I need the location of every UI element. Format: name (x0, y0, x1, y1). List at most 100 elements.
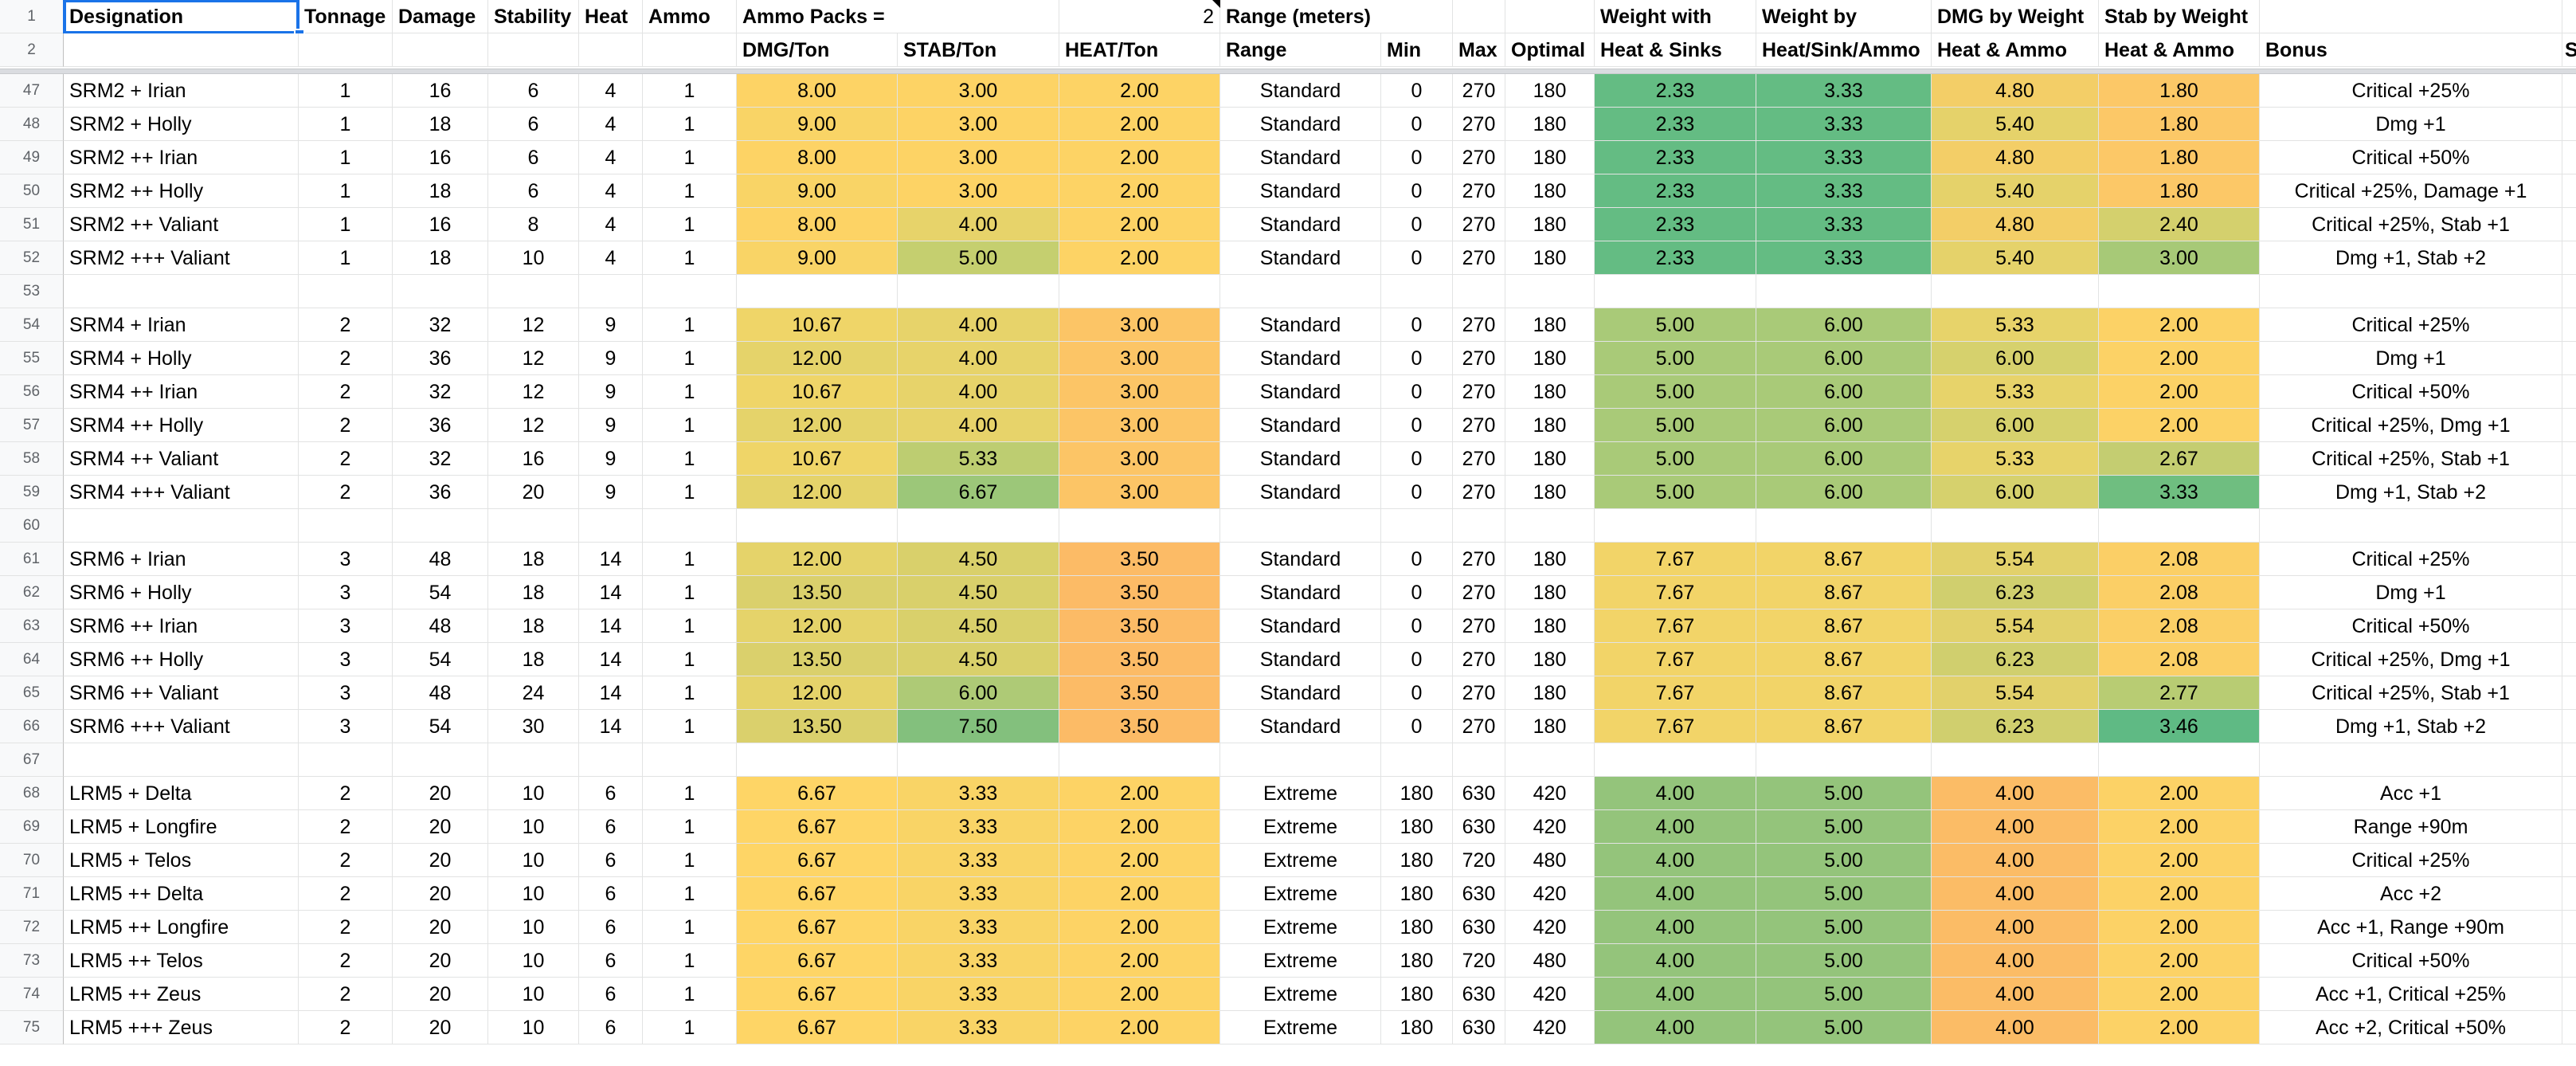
cell-min[interactable]: 180 (1381, 944, 1453, 978)
row-number[interactable]: 66 (0, 710, 64, 743)
cell-max[interactable]: 270 (1453, 241, 1505, 275)
cell-empty[interactable] (1505, 743, 1595, 777)
cell-max[interactable]: 270 (1453, 409, 1505, 442)
cell-heat[interactable]: 6 (579, 777, 643, 810)
cell-bonus[interactable]: Dmg +1 (2260, 576, 2562, 609)
cell-ammo[interactable]: 1 (643, 442, 737, 476)
cell-designation[interactable]: SRM2 ++ Irian (64, 141, 299, 174)
cell-weight-heat-sink-ammo[interactable]: 6.00 (1756, 409, 1932, 442)
cell-stab-by-weight[interactable]: 3.46 (2099, 710, 2260, 743)
cell-stab-by-weight[interactable]: 2.67 (2099, 442, 2260, 476)
cell-dmg-ton[interactable]: 6.67 (737, 777, 898, 810)
cell-tonnage[interactable]: 2 (299, 308, 393, 342)
cell-max-header[interactable]: Max (1453, 33, 1505, 67)
cell-stab-by-weight[interactable]: 2.08 (2099, 543, 2260, 576)
cell-empty[interactable] (1453, 509, 1505, 543)
cell-tonnage[interactable]: 1 (299, 141, 393, 174)
cell-empty[interactable] (2099, 275, 2260, 308)
cell-range[interactable]: Standard (1220, 342, 1381, 375)
cell-heat[interactable]: 9 (579, 442, 643, 476)
cell-heat-ton[interactable]: 2.00 (1059, 810, 1220, 844)
cell-stab-by-weight[interactable]: 2.00 (2099, 844, 2260, 877)
cell-empty[interactable] (2562, 576, 2576, 609)
cell-dmg-ton[interactable]: 6.67 (737, 844, 898, 877)
cell-dmg-by-weight[interactable]: 4.80 (1932, 74, 2099, 108)
cell-ammo[interactable]: 1 (643, 777, 737, 810)
cell-damage[interactable]: 20 (393, 777, 488, 810)
cell-weight-heat-sinks[interactable]: 2.33 (1595, 108, 1756, 141)
cell-range[interactable]: Standard (1220, 108, 1381, 141)
cell-stab-ton[interactable]: 5.00 (898, 241, 1059, 275)
cell-tonnage[interactable]: 2 (299, 810, 393, 844)
cell-designation[interactable]: SRM2 ++ Holly (64, 174, 299, 208)
cell-optimal[interactable]: 180 (1505, 174, 1595, 208)
cell-weight-heat-sink-ammo[interactable]: 6.00 (1756, 308, 1932, 342)
cell-ammo[interactable]: 1 (643, 609, 737, 643)
cell-heat[interactable]: 6 (579, 877, 643, 911)
cell-bonus[interactable]: Critical +25%, Dmg +1 (2260, 409, 2562, 442)
cell-weight-heat-sinks[interactable]: 2.33 (1595, 74, 1756, 108)
row-number[interactable]: 59 (0, 476, 64, 509)
cell-heat[interactable]: 9 (579, 476, 643, 509)
cell-weight-heat-sinks[interactable]: 4.00 (1595, 911, 1756, 944)
cell-bonus[interactable]: Critical +25% (2260, 308, 2562, 342)
cell-weight-heat-sinks[interactable]: 7.67 (1595, 710, 1756, 743)
cell-empty[interactable] (64, 275, 299, 308)
cell-damage[interactable]: 20 (393, 844, 488, 877)
cell-damage[interactable]: 16 (393, 141, 488, 174)
cell-weight-heat-sinks[interactable]: 2.33 (1595, 141, 1756, 174)
cell-heat[interactable]: 6 (579, 810, 643, 844)
cell-empty[interactable] (299, 275, 393, 308)
cell-optimal[interactable]: 480 (1505, 844, 1595, 877)
cell-range[interactable]: Standard (1220, 476, 1381, 509)
cell-dmg-by-weight[interactable]: 5.33 (1932, 308, 2099, 342)
cell-damage[interactable]: 20 (393, 877, 488, 911)
cell-weight-heat-sinks[interactable]: 7.67 (1595, 543, 1756, 576)
cell-bonus[interactable]: Critical +25%, Stab +1 (2260, 208, 2562, 241)
cell-min[interactable]: 0 (1381, 576, 1453, 609)
cell-stability[interactable]: 10 (488, 241, 579, 275)
cell-weight-heat-sinks[interactable]: 5.00 (1595, 375, 1756, 409)
cell-empty[interactable] (299, 743, 393, 777)
cell-min[interactable]: 0 (1381, 676, 1453, 710)
cell-ammo[interactable]: 1 (643, 576, 737, 609)
cell-empty[interactable] (2562, 676, 2576, 710)
cell-dmg-by-weight[interactable]: 5.54 (1932, 676, 2099, 710)
cell-range-header[interactable]: Range (1220, 33, 1381, 67)
cell-stability[interactable]: 6 (488, 74, 579, 108)
row-number[interactable]: 65 (0, 676, 64, 710)
cell-empty[interactable] (1381, 275, 1453, 308)
cell-dmg-by-weight[interactable]: 4.00 (1932, 911, 2099, 944)
cell-designation[interactable]: SRM4 ++ Valiant (64, 442, 299, 476)
cell-ammo[interactable]: 1 (643, 810, 737, 844)
cell-empty[interactable] (488, 33, 579, 67)
cell-tonnage[interactable]: 1 (299, 241, 393, 275)
cell-empty[interactable] (2562, 342, 2576, 375)
cell-empty[interactable] (64, 743, 299, 777)
cell-weight-heat-sinks[interactable]: 7.67 (1595, 643, 1756, 676)
cell-empty[interactable] (2562, 74, 2576, 108)
cell-empty[interactable] (2562, 476, 2576, 509)
cell-tonnage[interactable]: 2 (299, 442, 393, 476)
row-number[interactable]: 71 (0, 877, 64, 911)
cell-dmg-ton[interactable]: 6.67 (737, 877, 898, 911)
cell-weight-heat-sink-ammo[interactable]: 6.00 (1756, 342, 1932, 375)
cell-stab-by-weight[interactable]: 2.00 (2099, 342, 2260, 375)
row-number[interactable]: 74 (0, 978, 64, 1011)
cell-dmg-by-weight[interactable]: 5.40 (1932, 241, 2099, 275)
cell-empty[interactable] (2562, 308, 2576, 342)
cell-tonnage[interactable]: 2 (299, 877, 393, 911)
cell-ammo[interactable]: 1 (643, 108, 737, 141)
cell-heat[interactable]: 6 (579, 944, 643, 978)
cell-range[interactable]: Extreme (1220, 877, 1381, 911)
row-number[interactable]: 52 (0, 241, 64, 275)
cell-stab-by-weight[interactable]: 3.33 (2099, 476, 2260, 509)
cell-bonus[interactable]: Range +90m (2260, 810, 2562, 844)
cell-heat-ton[interactable]: 2.00 (1059, 174, 1220, 208)
cell-stab-ton[interactable]: 3.33 (898, 810, 1059, 844)
cell-damage[interactable]: 36 (393, 476, 488, 509)
cell-empty[interactable] (2562, 1011, 2576, 1044)
cell-weight-heat-sinks[interactable]: 4.00 (1595, 810, 1756, 844)
cell-tonnage[interactable]: 1 (299, 174, 393, 208)
cell-ammo[interactable]: 1 (643, 911, 737, 944)
